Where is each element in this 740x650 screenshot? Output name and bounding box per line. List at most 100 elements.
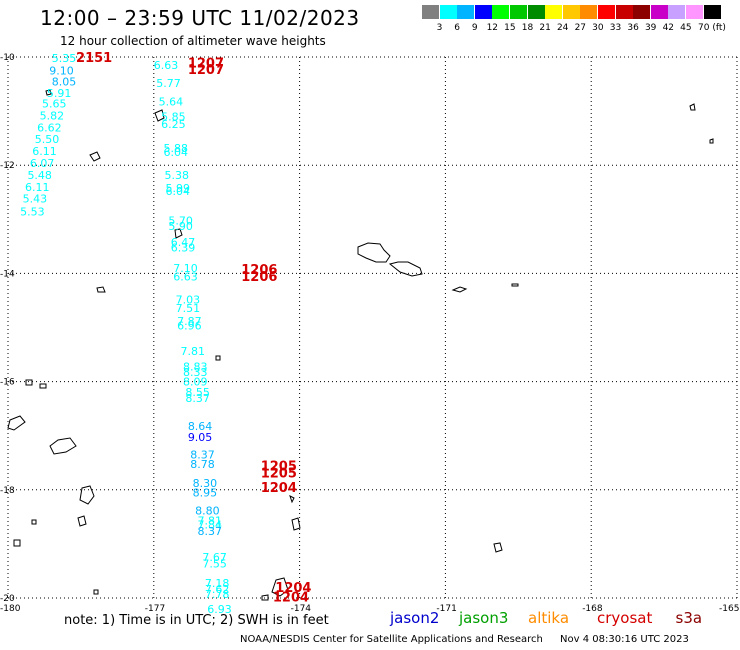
wave-height-value: 9.05 xyxy=(188,431,213,444)
graticule xyxy=(7,56,738,599)
small-islet-b xyxy=(215,355,221,361)
latitude-label: -14 xyxy=(0,269,15,279)
legend-label: 18 xyxy=(521,23,534,33)
mission-label: cryosat xyxy=(597,609,653,627)
legend-swatch xyxy=(703,5,721,19)
legend-swatch xyxy=(439,5,457,19)
wave-height-value: 6.39 xyxy=(171,241,196,254)
latitude-label: -10 xyxy=(0,53,15,63)
latitude-label: -16 xyxy=(0,378,15,388)
niue-island xyxy=(493,542,503,553)
wave-height-value: 6.96 xyxy=(177,319,202,332)
wave-height-value: 6.93 xyxy=(207,603,232,616)
pass-time: 1204 xyxy=(261,481,297,496)
tonga-islands xyxy=(271,495,301,597)
longitude-label: -180 xyxy=(0,604,21,614)
wave-height-value: 6.62 xyxy=(37,121,62,134)
legend-label: 27 xyxy=(574,23,587,33)
pass-time: 1204 xyxy=(273,590,309,605)
mission-label: s3a xyxy=(675,609,703,627)
footnote: note: 1) Time is in UTC; 2) SWH is in fe… xyxy=(64,613,329,628)
wave-height-value: 8.95 xyxy=(193,487,218,500)
legend-label: 70 (ft) xyxy=(698,23,726,33)
latitude-label: -18 xyxy=(0,486,15,496)
wave-height-value: 6.63 xyxy=(173,271,198,284)
niuafoou-island xyxy=(174,228,183,239)
wave-height-value: 5.53 xyxy=(20,206,45,219)
wave-height-value: 6.11 xyxy=(32,145,57,158)
map-subtitle: 12 hour collection of altimeter wave hei… xyxy=(60,34,326,48)
small-islet-c xyxy=(25,379,47,389)
wave-height-value: 7.18 xyxy=(205,577,230,590)
wallis-island xyxy=(96,286,106,293)
legend-label: 45 xyxy=(680,23,692,33)
legend-swatch xyxy=(650,5,668,19)
wave-height-value: 7.84 xyxy=(198,518,223,531)
legend-label: 6 xyxy=(454,23,460,33)
wave-height-value: 7.10 xyxy=(173,262,198,275)
legend-swatch xyxy=(527,5,545,19)
wave-height-value: 5.88 xyxy=(164,142,189,155)
legend-swatch xyxy=(580,5,598,19)
wave-height-value: 5.91 xyxy=(47,87,72,100)
wave-height-value: 8.37 xyxy=(190,449,215,462)
wave-height-value: 8.05 xyxy=(52,75,77,88)
wave-height-value: 6.63 xyxy=(154,59,179,72)
wave-height-value: 5.35 xyxy=(52,52,77,65)
wave-height-value: 7.62 xyxy=(205,583,230,596)
mission-label: jason2 xyxy=(390,609,440,627)
legend-label: 36 xyxy=(627,23,639,33)
legend-label: 42 xyxy=(662,23,675,33)
wave-height-value: 7.87 xyxy=(177,315,202,328)
footer-org: NOAA/NESDIS Center for Satellite Applica… xyxy=(240,634,543,645)
latitude-label: -20 xyxy=(0,594,15,604)
small-islet-a xyxy=(511,283,519,287)
rose-atoll xyxy=(689,103,696,111)
wave-height-value: 8.37 xyxy=(198,525,223,538)
savaii-island xyxy=(388,261,423,277)
wave-height-value: 6.04 xyxy=(164,146,189,159)
wave-height-value: 8.83 xyxy=(183,360,208,373)
wave-height-value: 7.78 xyxy=(205,588,230,601)
wave-height-value: 8.78 xyxy=(190,458,215,471)
tokelau-islet xyxy=(45,89,52,96)
legend-label: 39 xyxy=(644,23,657,33)
pass-time: 2151 xyxy=(76,51,112,66)
swains-atoll xyxy=(709,138,714,144)
wave-height-value: 5.48 xyxy=(27,169,52,182)
wave-height-value: 6.11 xyxy=(25,181,50,194)
wave-height-value: 5.99 xyxy=(165,182,190,195)
wave-height-value: 5.43 xyxy=(23,193,48,206)
wave-height-value: 8.33 xyxy=(183,366,208,379)
eua-island xyxy=(261,594,269,601)
pass-time: 1204 xyxy=(275,581,311,596)
map-title: 12:00 – 23:59 UTC 11/02/2023 xyxy=(40,6,360,30)
wave-height-value: 5.70 xyxy=(168,214,193,227)
nukulaelae-islet xyxy=(89,151,101,162)
island-outlines xyxy=(7,89,714,601)
wave-height-value: 8.55 xyxy=(185,386,210,399)
legend-label: 12 xyxy=(486,23,499,33)
legend-label: 33 xyxy=(609,23,622,33)
legend-swatch xyxy=(545,5,563,19)
legend-label: 21 xyxy=(539,23,551,33)
footer-timestamp: Nov 4 08:30:16 UTC 2023 xyxy=(560,634,689,645)
footer-credits: NOAA/NESDIS Center for Satellite Applica… xyxy=(240,634,689,645)
fiji-north-islands xyxy=(7,415,77,455)
wave-height-value: 8.37 xyxy=(185,392,210,405)
tutuila-island xyxy=(451,286,468,293)
upolu-island xyxy=(357,242,391,263)
wave-height-value: 6.47 xyxy=(171,236,196,249)
wave-height-value: 8.80 xyxy=(195,504,220,517)
wave-height-value: 7.51 xyxy=(176,302,201,315)
pass-time: 1205 xyxy=(261,459,297,474)
latitude-label: -12 xyxy=(0,161,15,171)
legend-label: 15 xyxy=(504,23,516,33)
wave-height-value: 5.65 xyxy=(42,98,67,111)
legend-swatch xyxy=(633,5,651,19)
wave-height-value: 7.81 xyxy=(181,345,206,358)
longitude-label: -171 xyxy=(436,604,456,614)
wave-height-value: 5.82 xyxy=(40,109,64,122)
